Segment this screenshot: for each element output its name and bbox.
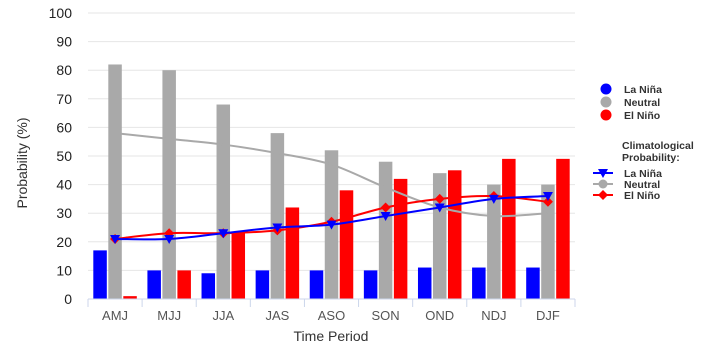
- y-axis-ticks: 0 10 20 30 40 50 60 70 80 90 100: [49, 5, 73, 307]
- bar-la-nina: [526, 267, 540, 299]
- climatological-point-la-nina: [164, 234, 175, 244]
- bar-el-nino: [285, 207, 300, 299]
- legend-clim-label-el-nino: El Niño: [624, 190, 660, 202]
- climatological-point-la-nina: [272, 223, 283, 233]
- x-tick-label: JAS: [265, 308, 289, 323]
- bar-la-nina: [417, 267, 432, 299]
- x-axis-label: Time Period: [294, 328, 369, 344]
- legend-title: Climatological Probability:: [622, 140, 694, 164]
- bar-la-nina: [201, 273, 216, 299]
- climatological-point-la-nina: [380, 212, 391, 222]
- legend-clim-label-la-nina: La Niña: [624, 168, 662, 180]
- y-tick-label: 10: [56, 262, 72, 278]
- climatological-point-el-nino: [434, 193, 445, 204]
- climatological-point-la-nina: [218, 229, 229, 239]
- climatological-point-la-nina: [488, 194, 499, 204]
- legend-line-marker-el-nino: [598, 190, 608, 200]
- legend-label-neutral: Neutral: [624, 97, 660, 109]
- legend-line-marker-la-nina: [598, 169, 608, 178]
- x-axis: AMJ MJJ JJA JAS ASO SON OND NDJ DJF: [87, 298, 576, 323]
- x-tick-label: SON: [372, 308, 400, 323]
- bar-el-nino: [339, 190, 354, 299]
- bar-la-nina: [472, 267, 486, 299]
- x-tick-label: MJJ: [157, 308, 181, 323]
- climatological-point-la-nina: [326, 220, 337, 230]
- y-tick-label: 80: [56, 62, 72, 78]
- bar-neutral: [432, 173, 447, 299]
- x-tick-label: JJA: [212, 308, 234, 323]
- legend-label-el-nino: El Niño: [624, 110, 660, 122]
- climatological-point-el-nino: [542, 196, 553, 207]
- bar-la-nina: [147, 270, 161, 299]
- climatological-point-la-nina: [434, 203, 445, 213]
- bar-el-nino: [447, 170, 462, 299]
- x-tick-label: AMJ: [102, 308, 128, 323]
- legend-marker-el-nino: [600, 109, 612, 121]
- bar-el-nino: [556, 158, 570, 299]
- y-tick-label: 60: [56, 119, 72, 135]
- bar-el-nino: [177, 270, 191, 299]
- x-tick-label: OND: [425, 308, 454, 323]
- y-tick-label: 70: [56, 91, 72, 107]
- y-tick-label: 50: [56, 148, 72, 164]
- legend-clim-label-neutral: Neutral: [624, 179, 660, 191]
- bar-el-nino: [231, 233, 246, 299]
- y-tick-label: 90: [56, 34, 72, 50]
- y-tick-label: 100: [49, 5, 73, 21]
- bar-el-nino: [502, 158, 516, 299]
- climatological-lines: [110, 132, 553, 244]
- y-tick-label: 40: [56, 177, 72, 193]
- bar-neutral: [108, 64, 122, 299]
- bar-la-nina: [309, 270, 324, 299]
- y-tick-label: 0: [64, 291, 72, 307]
- y-axis-label: Probability (%): [14, 117, 30, 208]
- bars: [93, 64, 570, 300]
- bar-neutral: [216, 104, 231, 300]
- bar-la-nina: [93, 250, 107, 299]
- bar-neutral: [270, 133, 285, 299]
- bar-el-nino: [123, 296, 137, 299]
- x-tick-label: DJF: [536, 308, 560, 323]
- climatological-line-neutral: [114, 132, 548, 218]
- bar-la-nina: [363, 270, 378, 299]
- bar-neutral: [487, 184, 501, 299]
- legend-label-la-nina: La Niña: [624, 84, 662, 96]
- legend-marker-la-nina: [600, 83, 612, 95]
- bar-el-nino: [393, 178, 408, 299]
- legend-marker-neutral: [600, 96, 612, 108]
- x-tick-label: ASO: [318, 308, 345, 323]
- y-tick-label: 30: [56, 205, 72, 221]
- bar-neutral: [378, 161, 393, 299]
- climatological-point-la-nina: [542, 192, 553, 202]
- climatological-point-la-nina: [110, 234, 121, 244]
- y-tick-label: 20: [56, 234, 72, 250]
- bar-la-nina: [255, 270, 270, 299]
- climatological-point-el-nino: [380, 202, 391, 213]
- legend-line-marker-neutral: [598, 179, 608, 189]
- bar-neutral: [162, 70, 176, 299]
- x-tick-label: NDJ: [481, 308, 506, 323]
